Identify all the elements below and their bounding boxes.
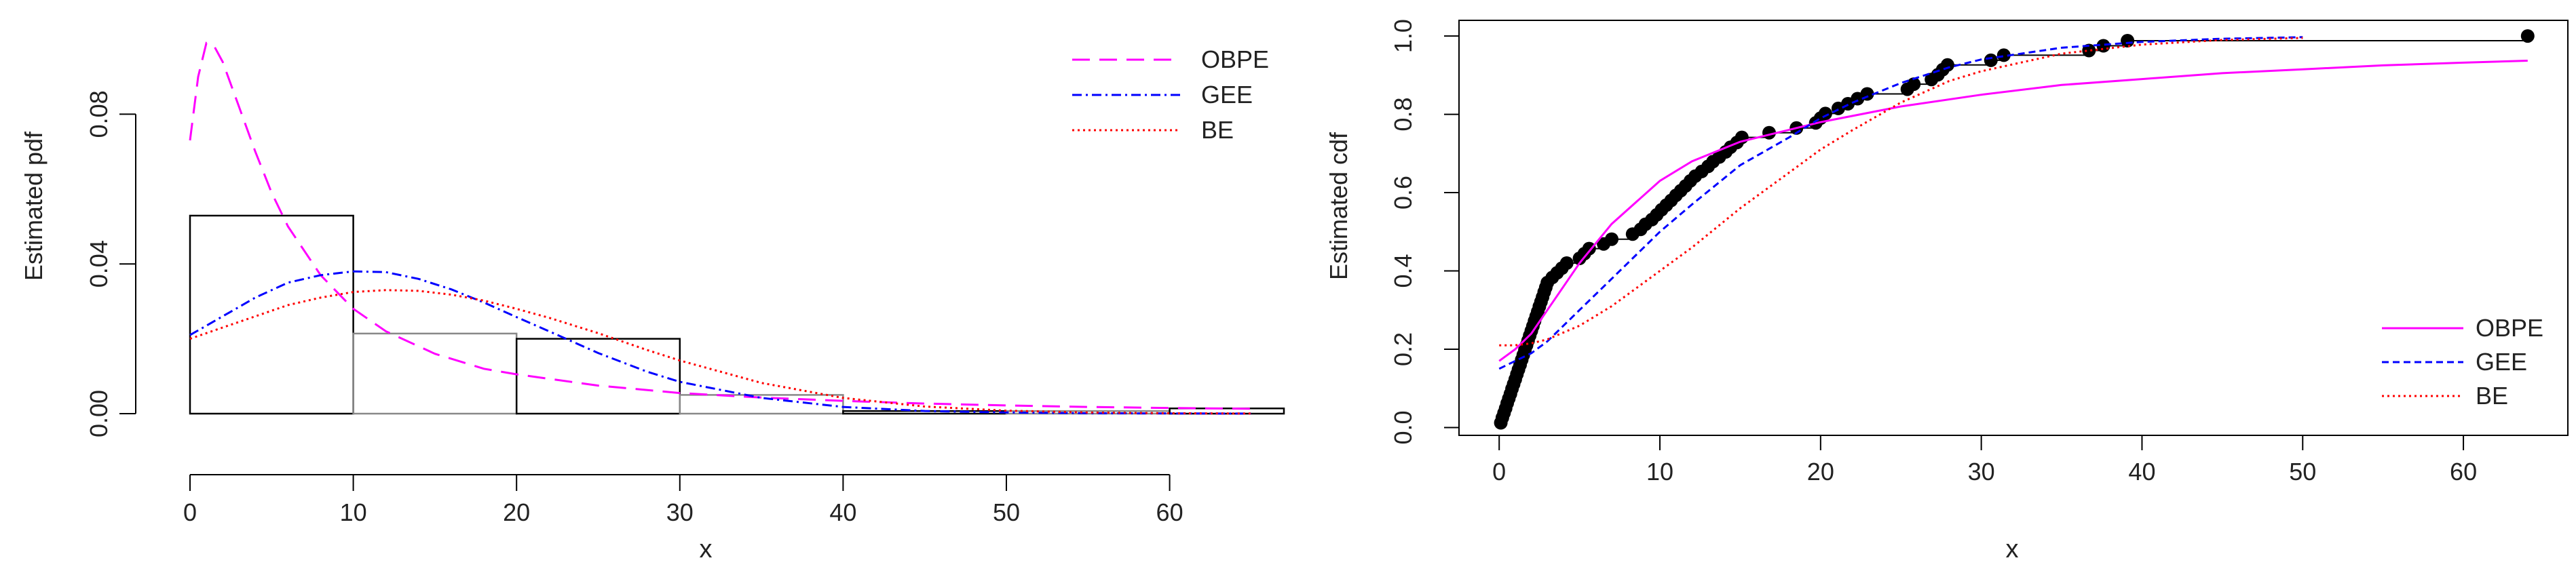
cdf-x-axis-label: x <box>2006 535 2019 564</box>
pdf-x-tick-label: 20 <box>503 498 530 526</box>
empirical-cdf-point <box>1996 48 2011 62</box>
cdf-ticks: 0.0 0.2 0.4 0.6 0.8 1.0 0 10 20 30 40 50 60 <box>1389 19 2477 486</box>
cdf-x-tick-label: 30 <box>1968 458 1995 486</box>
cdf-series-line-be <box>1499 37 2303 347</box>
cdf-legend-label: GEE <box>2476 348 2527 376</box>
pdf-series-line-be <box>189 289 1251 415</box>
pdf-series-line-obpe <box>189 41 1251 410</box>
pdf-x-tick-label: 50 <box>993 498 1020 526</box>
empirical-cdf-point <box>1984 53 1998 67</box>
pdf-y-tick-label: 0.00 <box>85 390 113 437</box>
pdf-legend-label: GEE <box>1201 81 1253 108</box>
cdf-y-tick-label: 0.0 <box>1389 410 1417 444</box>
cdf-x-tick-label: 10 <box>1646 458 1673 486</box>
cdf-chart: Estimated cdf x 0.0 0.2 0.4 0.6 0.8 1.0 0 10 20 3… <box>1325 19 2569 564</box>
empirical-cdf-point <box>1818 106 1832 121</box>
pdf-x-tick-label: 10 <box>340 498 367 526</box>
cdf-series-line-obpe <box>1498 60 2528 362</box>
pdf-y-axis-label: Estimated pdf <box>20 131 48 281</box>
cdf-legend: OBPE GEE BE <box>2382 314 2543 410</box>
histogram-bar <box>189 214 354 415</box>
empirical-cdf-point <box>2082 43 2096 58</box>
pdf-x-tick-label: 60 <box>1156 498 1183 526</box>
pdf-legend-label: BE <box>1201 116 1234 144</box>
cdf-y-axis-label: Estimated cdf <box>1325 132 1352 280</box>
cdf-series-line-gee <box>1498 36 2303 370</box>
pdf-x-tick-label: 30 <box>666 498 694 526</box>
pdf-histogram <box>189 214 1285 415</box>
pdf-series <box>189 41 1251 415</box>
cdf-y-tick-label: 0.6 <box>1389 176 1417 210</box>
cdf-x-tick-label: 50 <box>2289 458 2316 486</box>
pdf-series-line-gee <box>189 270 1251 415</box>
pdf-legend: OBPE GEE BE <box>1072 45 1269 144</box>
pdf-x-tick-label: 40 <box>829 498 856 526</box>
histogram-bar <box>1169 408 1285 415</box>
cdf-empirical <box>1494 29 2535 430</box>
cdf-x-tick-label: 40 <box>2128 458 2155 486</box>
pdf-legend-label: OBPE <box>1201 45 1269 73</box>
cdf-y-tick-label: 0.4 <box>1389 254 1417 288</box>
cdf-legend-label: OBPE <box>2476 314 2543 342</box>
cdf-x-tick-label: 60 <box>2450 458 2477 486</box>
cdf-plot-frame <box>1458 20 2569 436</box>
empirical-cdf-point <box>1582 241 1596 256</box>
empirical-cdf-point <box>1605 232 1618 246</box>
cdf-legend-label: BE <box>2476 382 2508 410</box>
cdf-y-tick-label: 0.8 <box>1389 98 1417 132</box>
histogram-bar <box>352 332 518 415</box>
empirical-cdf-step <box>1499 36 2528 429</box>
pdf-x-axis-label: x <box>700 535 713 564</box>
empirical-cdf-point <box>1940 58 1954 72</box>
empirical-cdf-point <box>1907 77 1921 92</box>
histogram-bar <box>515 338 681 415</box>
empirical-cdf-point <box>2121 34 2135 47</box>
cdf-x-tick-label: 0 <box>1492 458 1506 486</box>
pdf-y-tick-label: 0.08 <box>85 90 113 138</box>
empirical-cdf-point <box>2520 29 2535 43</box>
cdf-series <box>1498 36 2528 370</box>
cdf-x-tick-label: 20 <box>1807 458 1834 486</box>
cdf-y-tick-label: 0.2 <box>1389 332 1417 366</box>
pdf-chart: Estimated pdf x 0.00 0.04 0.08 0 10 20 30 40 50 6… <box>20 41 1285 564</box>
pdf-x-tick-label: 0 <box>183 498 197 526</box>
empirical-cdf-point <box>1559 256 1574 270</box>
pdf-ticks: 0.00 0.04 0.08 0 10 20 30 40 50 60 <box>85 90 1183 526</box>
histogram-bar <box>679 394 844 415</box>
cdf-y-tick-label: 1.0 <box>1389 19 1417 53</box>
pdf-y-tick-label: 0.04 <box>85 240 113 288</box>
